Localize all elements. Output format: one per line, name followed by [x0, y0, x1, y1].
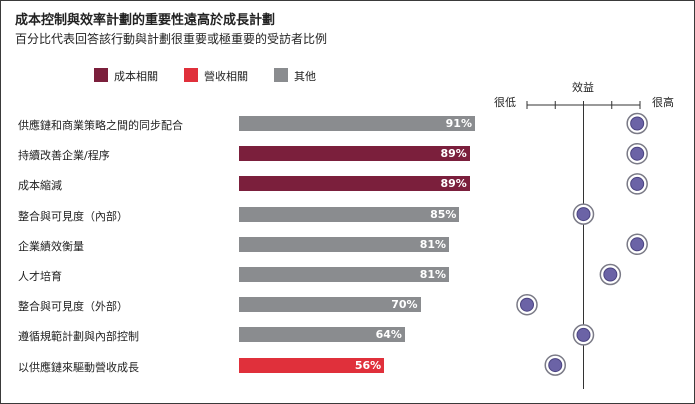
bar: 85%: [239, 206, 460, 222]
row-label: 人才培育: [18, 270, 62, 283]
row-label: 整合與可見度（外部）: [18, 300, 128, 314]
bar: 81%: [239, 236, 450, 252]
row-label: 供應鏈和商業策略之間的同步配合: [18, 119, 183, 132]
benefit-marker: [548, 358, 563, 373]
bar-value-label: 56%: [354, 358, 382, 372]
benefit-marker: [630, 237, 645, 252]
bar-value-label: 64%: [375, 328, 402, 342]
bar: 81%: [239, 267, 450, 282]
legend-swatch-other: [274, 68, 288, 82]
bar: 56%: [239, 357, 385, 373]
bar-value-label: 89%: [440, 147, 467, 161]
chart-title: 成本控制與效率計劃的重要性遠高於成長計劃: [15, 13, 276, 28]
legend-label-cost: 成本相關: [114, 70, 158, 83]
bar: 91%: [239, 116, 475, 131]
benefit-marker: [603, 267, 618, 282]
bar: 64%: [239, 327, 405, 343]
benefit-high-label: 很高: [652, 96, 674, 109]
bar-value-label: 81%: [419, 237, 447, 251]
benefit-marker: [630, 116, 645, 131]
chart-subtitle: 百分比代表回答該行動與計劃很重要或極重要的受訪者比例: [15, 32, 328, 46]
benefit-axis-title: 效益: [572, 81, 594, 94]
bar-value-label: 81%: [419, 268, 447, 281]
bar: 89%: [239, 176, 470, 192]
bar: 70%: [239, 297, 421, 313]
benefit-marker: [630, 176, 645, 191]
bar-value-label: 89%: [440, 177, 467, 191]
row-label: 以供應鏈來驅動營收成長: [18, 360, 139, 374]
row-label: 遵循規範計劃與內部控制: [18, 330, 139, 344]
row-label: 成本縮減: [18, 179, 62, 193]
legend-label-revenue: 營收相關: [204, 70, 248, 83]
benefit-low-label: 很低: [494, 96, 516, 109]
benefit-marker: [520, 297, 534, 312]
row-label: 整合與可見度（內部）: [18, 209, 128, 223]
benefit-marker: [576, 327, 591, 342]
bar-value-label: 91%: [445, 117, 472, 130]
bar-value-label: 85%: [430, 207, 457, 221]
benefit-marker: [576, 207, 591, 222]
bar: 89%: [239, 146, 470, 162]
bar-value-label: 70%: [391, 298, 418, 312]
legend-label-other: 其他: [294, 70, 316, 83]
benefit-marker: [630, 146, 645, 161]
legend-swatch-cost: [94, 68, 108, 82]
row-label: 企業績效衡量: [18, 239, 84, 253]
legend-swatch-revenue: [184, 68, 198, 82]
row-label: 持續改善企業/程序: [18, 149, 110, 163]
